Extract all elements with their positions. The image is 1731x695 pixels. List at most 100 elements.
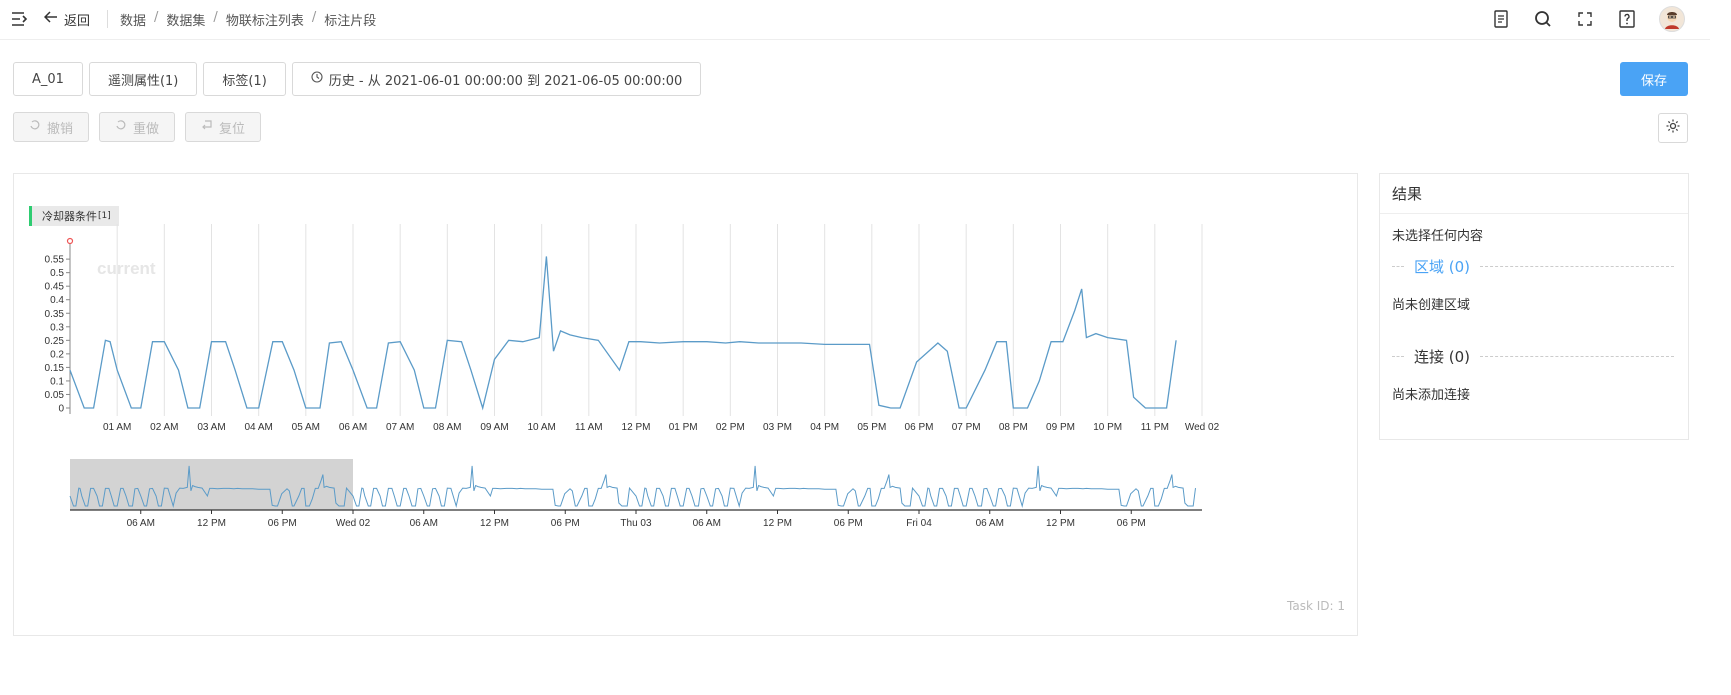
navigator-tick-label: 12 PM (480, 518, 509, 529)
series-line-current[interactable] (69, 256, 1177, 411)
chart-panel: 冷却器条件 [1] 0 0.05 0.1 0.15 0.2 0.25 0.3 0.35 0.4 0.… (13, 173, 1358, 636)
x-tick-label: 08 AM (433, 422, 461, 433)
navigator-tick-label: 06 AM (693, 518, 721, 529)
x-tick-label: 01 AM (103, 422, 131, 433)
task-id: Task ID: 1 (1287, 599, 1345, 613)
connect-section[interactable]: 连接 (0) (1392, 346, 1674, 367)
no-selection-text: 未选择任何内容 (1392, 229, 1484, 244)
x-tick-label: 05 AM (292, 422, 320, 433)
connect-label: 连接 (0) (1414, 348, 1471, 366)
search-icon[interactable] (1533, 9, 1553, 29)
arrow-left-icon (43, 10, 58, 28)
region-section[interactable]: 区域 (0) (1392, 256, 1674, 277)
x-tick-label: 10 AM (527, 422, 555, 433)
navigator-tick-label: 06 PM (551, 518, 580, 529)
x-tick-label: 02 AM (150, 422, 178, 433)
navigator-tick-label: 06 PM (1117, 518, 1146, 529)
x-tick-label: 07 PM (952, 422, 981, 433)
undo-icon (29, 119, 41, 135)
navigator-tick-label: Wed 02 (336, 518, 371, 529)
redo-label: 重做 (133, 121, 160, 137)
tab-label: 遥测属性(1) (107, 73, 179, 89)
time-range-picker[interactable]: 历史 - 从 2021-06-01 00:00:00 到 2021-06-05 … (291, 62, 702, 96)
divider (107, 10, 108, 28)
navigator-tick-label: 12 PM (197, 518, 226, 529)
navigator-series-line (69, 465, 1196, 508)
y-tick-label: 0.05 (45, 390, 65, 401)
x-tick-label: 03 PM (763, 422, 792, 433)
tab-label: A_01 (32, 71, 64, 87)
tab-label: 标签(1) (222, 73, 267, 89)
x-tick-label: 03 AM (197, 422, 225, 433)
x-tick-label: 04 AM (244, 422, 272, 433)
top-bar: 返回 数据 / 数据集 / 物联标注列表 / 标注片段 (0, 0, 1710, 40)
navigator-tick-label: 12 PM (1046, 518, 1075, 529)
series-label: current (97, 259, 156, 278)
redo-button[interactable]: 重做 (99, 112, 176, 142)
tab-telemetry[interactable]: 遥测属性(1) (88, 62, 198, 96)
results-title: 结果 (1380, 174, 1688, 214)
y-tick-label: 0.1 (50, 376, 64, 387)
reset-button[interactable]: 复位 (185, 112, 262, 142)
y-tick-label: 0.45 (45, 282, 65, 293)
x-tick-label: 08 PM (999, 422, 1028, 433)
reset-icon (201, 119, 213, 135)
y-tick-label: 0.2 (50, 349, 64, 360)
breadcrumb-item[interactable]: 物联标注列表 (225, 14, 304, 29)
y-axis-marker[interactable] (66, 237, 74, 245)
time-range-label: 历史 - 从 2021-06-01 00:00:00 到 2021-06-05 … (328, 73, 683, 89)
legend-label: 冷却器条件 (42, 210, 97, 223)
y-tick-label: 0.3 (50, 322, 64, 333)
navigator-tick-label: 06 AM (976, 518, 1004, 529)
x-tick-label: 07 AM (386, 422, 414, 433)
x-tick-label: 11 AM (575, 422, 603, 433)
gear-icon (1665, 118, 1681, 138)
fullscreen-icon[interactable] (1575, 9, 1595, 29)
chart-canvas[interactable]: 0 0.05 0.1 0.15 0.2 0.25 0.3 0.35 0.4 0.45 0.5 0.55… (14, 174, 1359, 637)
document-icon[interactable] (1491, 9, 1511, 29)
x-tick-label: 09 PM (1046, 422, 1075, 433)
y-tick-label: 0.25 (45, 336, 65, 347)
y-tick-label: 0.5 (50, 268, 64, 279)
undo-button[interactable]: 撤销 (13, 112, 90, 142)
y-tick-label: 0.4 (50, 295, 64, 306)
region-empty-text: 尚未创建区域 (1392, 298, 1471, 313)
x-tick-label: 05 PM (857, 422, 886, 433)
y-tick-label: 0.35 (45, 309, 65, 320)
avatar[interactable] (1659, 6, 1685, 32)
navigator-tick-label: 06 PM (834, 518, 863, 529)
navigator-tick-label: Fri 04 (906, 518, 932, 529)
help-icon[interactable] (1617, 9, 1637, 29)
legend-item[interactable]: 冷却器条件 [1] (29, 206, 119, 226)
tab-asset[interactable]: A_01 (13, 62, 83, 96)
x-tick-label: 01 PM (669, 422, 698, 433)
x-tick-label: 12 PM (622, 422, 651, 433)
x-tick-label: 10 PM (1093, 422, 1122, 433)
x-tick-label: 09 AM (480, 422, 508, 433)
results-panel: 结果 未选择任何内容 区域 (0) 尚未创建区域 连接 (0) 尚未添加连接 (1379, 173, 1689, 440)
navigator-tick-label: 06 PM (268, 518, 297, 529)
reset-label: 复位 (219, 121, 246, 137)
breadcrumb-item-current: 标注片段 (324, 14, 377, 29)
y-tick-label: 0 (58, 404, 64, 415)
x-tick-label: 02 PM (716, 422, 745, 433)
x-tick-label: 06 AM (339, 422, 367, 433)
undo-label: 撤销 (47, 121, 74, 137)
settings-button[interactable] (1658, 113, 1688, 143)
navigator-tick-label: 12 PM (763, 518, 792, 529)
region-label: 区域 (0) (1414, 258, 1471, 276)
connect-empty-text: 尚未添加连接 (1392, 388, 1471, 403)
save-button[interactable]: 保存 (1620, 62, 1688, 96)
x-tick-label: Wed 02 (1185, 422, 1220, 433)
back-button[interactable]: 返回 (43, 9, 90, 29)
x-tick-label: 06 PM (905, 422, 934, 433)
breadcrumb-item[interactable]: 数据集 (166, 14, 206, 29)
navigator-tick-label: 06 AM (410, 518, 438, 529)
breadcrumb-item[interactable]: 数据 (120, 14, 147, 29)
x-tick-label: 11 PM (1141, 422, 1169, 433)
breadcrumb: 数据 / 数据集 / 物联标注列表 / 标注片段 (120, 10, 377, 29)
menu-collapse-icon[interactable] (10, 10, 28, 28)
tab-labels[interactable]: 标签(1) (203, 62, 286, 96)
clock-icon (311, 71, 323, 87)
x-tick-label: 04 PM (810, 422, 839, 433)
